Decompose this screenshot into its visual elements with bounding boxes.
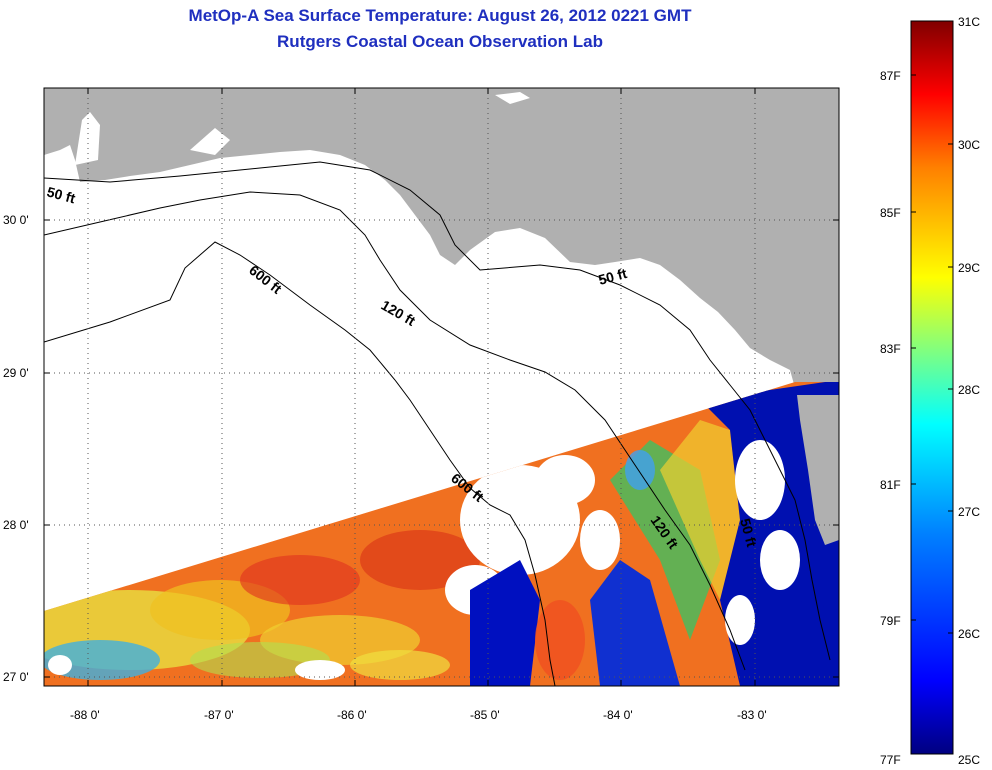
lon-tick-label: -84 0' bbox=[603, 708, 633, 722]
lon-tick-label: -85 0' bbox=[470, 708, 500, 722]
lon-tick-label: -88 0' bbox=[70, 708, 100, 722]
colorbar-label-c: 25C bbox=[958, 753, 980, 767]
lake bbox=[495, 92, 530, 104]
colorbar-label-f: 81F bbox=[880, 478, 901, 492]
lon-tick-label: -87 0' bbox=[204, 708, 234, 722]
colorbar-label-f: 79F bbox=[880, 614, 901, 628]
colorbar-label-f: 87F bbox=[880, 69, 901, 83]
contour-120ft bbox=[44, 191, 746, 671]
colorbar-label-c: 27C bbox=[958, 505, 980, 519]
contour-600ft bbox=[44, 241, 556, 686]
lat-tick-label: 29 0' bbox=[3, 366, 29, 380]
lat-tick-label: 27 0' bbox=[3, 670, 29, 684]
colorbar bbox=[910, 20, 954, 755]
lat-tick-label: 28 0' bbox=[3, 518, 29, 532]
colorbar-label-c: 28C bbox=[958, 383, 980, 397]
plot-frame bbox=[43, 87, 840, 687]
colorbar-ticks bbox=[911, 20, 953, 755]
contour-label: 50 ft bbox=[737, 517, 760, 549]
map-title: MetOp-A Sea Surface Temperature: August … bbox=[188, 6, 692, 25]
colorbar-label-c: 29C bbox=[958, 261, 980, 275]
lon-tick-label: -83 0' bbox=[737, 708, 767, 722]
colorbar-label-c: 30C bbox=[958, 138, 980, 152]
contour-label: 50 ft bbox=[597, 265, 629, 288]
contour-50ft bbox=[44, 161, 831, 661]
tick-marks bbox=[44, 88, 839, 686]
land-mass bbox=[44, 88, 839, 545]
colorbar-label-f: 85F bbox=[880, 206, 901, 220]
bay bbox=[190, 128, 230, 155]
lat-tick-label: 30 0' bbox=[3, 213, 29, 227]
lon-tick-label: -86 0' bbox=[337, 708, 367, 722]
colorbar-label-c: 31C bbox=[958, 15, 980, 29]
colorbar-label-c: 26C bbox=[958, 627, 980, 641]
contour-label: 50 ft bbox=[45, 183, 77, 206]
map-subtitle: Rutgers Coastal Ocean Observation Lab bbox=[277, 32, 603, 51]
colorbar-label-f: 77F bbox=[880, 753, 901, 767]
colorbar-label-f: 83F bbox=[880, 342, 901, 356]
